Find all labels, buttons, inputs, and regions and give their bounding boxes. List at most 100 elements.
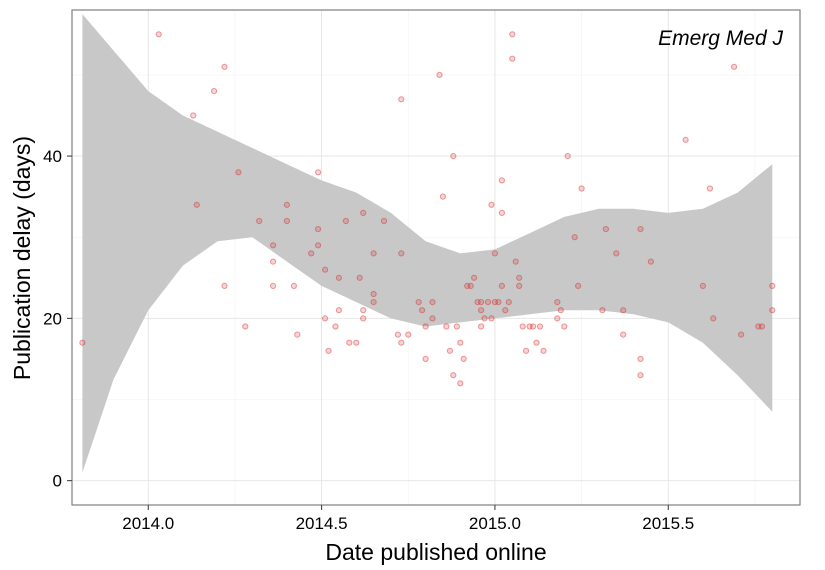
data-point bbox=[613, 250, 620, 257]
data-point bbox=[308, 250, 315, 257]
data-point bbox=[578, 185, 585, 192]
data-point bbox=[564, 153, 571, 160]
data-point bbox=[495, 299, 502, 306]
data-point bbox=[561, 323, 568, 330]
data-point bbox=[346, 339, 353, 346]
data-point bbox=[478, 299, 485, 306]
data-points bbox=[79, 31, 776, 387]
data-point bbox=[509, 55, 516, 62]
data-point bbox=[488, 201, 495, 208]
y-tick-label: 0 bbox=[53, 472, 62, 491]
data-point bbox=[422, 323, 429, 330]
data-point bbox=[699, 282, 707, 289]
data-point bbox=[467, 282, 474, 289]
data-point bbox=[478, 307, 485, 314]
data-point bbox=[283, 201, 290, 208]
x-tick-label: 2014.5 bbox=[296, 514, 348, 533]
data-point bbox=[360, 315, 367, 322]
data-point bbox=[332, 323, 339, 330]
data-point bbox=[498, 177, 505, 184]
data-point bbox=[256, 217, 263, 225]
data-point bbox=[450, 153, 457, 160]
axis-tick-labels: 2014.0 2014.5 2015.0 2015.5 0 20 40 bbox=[43, 147, 694, 533]
data-point bbox=[738, 331, 745, 338]
data-point bbox=[193, 201, 200, 208]
data-point bbox=[557, 307, 564, 314]
data-point bbox=[731, 63, 738, 70]
data-point bbox=[294, 331, 301, 338]
panel-label: Emerg Med J bbox=[658, 27, 783, 50]
data-point bbox=[637, 372, 644, 379]
data-point bbox=[464, 282, 471, 289]
x-tick-label: 2015.5 bbox=[642, 514, 694, 533]
data-point bbox=[530, 323, 537, 330]
x-tick-label: 2015.0 bbox=[469, 514, 521, 533]
data-point bbox=[769, 282, 776, 289]
x-axis-title: Date published online bbox=[325, 539, 546, 565]
data-point bbox=[419, 307, 426, 314]
data-point bbox=[446, 347, 453, 354]
data-point bbox=[453, 323, 460, 330]
data-point bbox=[481, 315, 488, 322]
data-point bbox=[405, 331, 412, 338]
data-point bbox=[370, 299, 377, 306]
data-point bbox=[370, 250, 377, 257]
data-point bbox=[394, 331, 401, 338]
y-tick-label: 40 bbox=[43, 147, 62, 166]
data-point bbox=[554, 299, 561, 306]
data-point bbox=[315, 242, 322, 249]
data-point bbox=[270, 282, 277, 289]
data-point bbox=[443, 323, 450, 330]
data-point bbox=[474, 299, 481, 306]
data-point bbox=[526, 323, 533, 330]
data-point bbox=[599, 307, 606, 314]
data-point bbox=[190, 112, 197, 119]
data-point bbox=[370, 290, 377, 298]
data-point bbox=[79, 339, 86, 346]
data-point bbox=[488, 315, 495, 322]
data-point bbox=[457, 380, 464, 387]
data-point bbox=[523, 347, 530, 354]
confidence-band bbox=[82, 14, 773, 473]
data-point bbox=[315, 226, 322, 233]
data-point bbox=[315, 169, 322, 176]
data-point bbox=[221, 63, 228, 70]
data-point bbox=[498, 209, 505, 216]
x-tick-label: 2014.0 bbox=[122, 514, 174, 533]
data-point bbox=[211, 88, 218, 95]
data-point bbox=[509, 31, 516, 38]
data-point bbox=[380, 217, 388, 225]
y-tick-label: 20 bbox=[43, 309, 62, 328]
data-point bbox=[533, 339, 540, 346]
data-point bbox=[502, 307, 509, 314]
data-point bbox=[429, 315, 436, 322]
panel-border bbox=[71, 9, 801, 506]
data-point bbox=[353, 339, 360, 346]
data-point bbox=[415, 299, 422, 306]
data-point bbox=[221, 282, 228, 289]
data-point bbox=[422, 355, 429, 362]
data-point bbox=[505, 299, 512, 306]
data-point bbox=[516, 274, 523, 281]
data-point bbox=[398, 96, 405, 103]
data-point bbox=[647, 258, 655, 265]
data-point bbox=[335, 274, 342, 281]
data-point bbox=[450, 372, 457, 379]
y-axis-title: Publication delay (days) bbox=[9, 136, 35, 380]
data-point bbox=[290, 282, 297, 289]
data-point bbox=[429, 299, 436, 306]
data-point bbox=[540, 347, 547, 354]
data-point bbox=[471, 274, 478, 281]
data-point bbox=[620, 307, 627, 314]
data-point bbox=[602, 226, 610, 233]
data-point bbox=[360, 307, 367, 314]
data-point bbox=[322, 266, 329, 273]
data-point bbox=[242, 323, 249, 330]
axis-ticks bbox=[67, 155, 669, 510]
data-point bbox=[571, 234, 578, 241]
data-point bbox=[342, 217, 349, 225]
data-point bbox=[706, 185, 714, 192]
data-point bbox=[270, 258, 277, 265]
data-point bbox=[554, 315, 561, 322]
